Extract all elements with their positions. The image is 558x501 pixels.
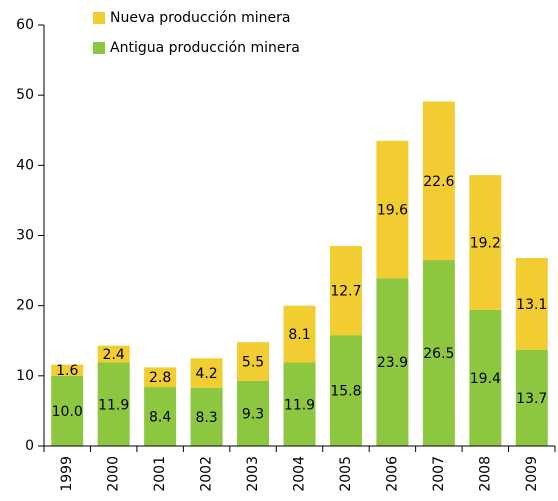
bar-segment: [422, 260, 455, 446]
bar-segment: [515, 257, 548, 350]
data-label: 1.6: [56, 363, 78, 379]
bar-segment: [190, 387, 223, 446]
bar-segment: [237, 342, 270, 381]
data-label: 22.6: [423, 174, 454, 190]
bar-segment: [515, 349, 548, 446]
bar-segment: [97, 345, 130, 363]
legend-swatch: [93, 42, 105, 54]
bar-segment: [469, 175, 502, 310]
x-tick-label: 2000: [106, 456, 122, 492]
data-label: 19.4: [470, 371, 501, 387]
data-label: 13.7: [516, 391, 547, 407]
y-tick-label: 60: [16, 17, 34, 33]
legend-label: Nueva producción minera: [110, 10, 290, 26]
y-tick-label: 50: [16, 87, 34, 103]
y-tick-label: 10: [16, 368, 34, 384]
legend-swatch: [93, 12, 105, 24]
x-tick-label: 2004: [292, 456, 308, 492]
bar-segment: [51, 375, 84, 446]
bar-segment: [237, 380, 270, 446]
data-label: 26.5: [423, 346, 454, 362]
y-tick-label: 40: [16, 157, 34, 173]
bar-segment: [329, 246, 362, 336]
data-label: 2.4: [103, 347, 125, 363]
bar-segment: [469, 309, 502, 446]
x-tick-label: 2001: [152, 456, 168, 492]
bar-segment: [422, 101, 455, 261]
data-label: 11.9: [98, 397, 129, 413]
data-label: 15.8: [330, 384, 361, 400]
bar-segment: [283, 305, 316, 363]
bar-segment: [376, 140, 409, 279]
legend-label: Antigua producción minera: [110, 40, 300, 56]
y-tick-label: 20: [16, 298, 34, 314]
x-tick-label: 2003: [245, 456, 261, 492]
data-label: 8.1: [288, 327, 310, 343]
x-tick-label: 2009: [524, 456, 540, 492]
data-label: 4.2: [195, 366, 217, 382]
x-tick-label: 2008: [477, 456, 493, 492]
data-label: 10.0: [52, 404, 83, 420]
data-label: 8.4: [149, 410, 171, 426]
data-label: 5.5: [242, 354, 264, 370]
x-tick-label: 2005: [338, 456, 354, 492]
data-label: 13.1: [516, 297, 547, 313]
data-label: 9.3: [242, 406, 264, 422]
bar-segment: [144, 387, 177, 446]
data-label: 8.3: [195, 410, 217, 426]
bar-segment: [97, 362, 130, 446]
data-label: 2.8: [149, 370, 171, 386]
x-tick-label: 1999: [59, 456, 75, 492]
x-tick-label: 2007: [431, 456, 447, 492]
bar-segment: [51, 364, 84, 376]
x-tick-label: 2002: [199, 456, 215, 492]
y-tick-label: 0: [25, 438, 34, 454]
data-label: 23.9: [377, 355, 408, 371]
bar-segment: [376, 278, 409, 446]
bar-segment: [190, 358, 223, 388]
data-label: 12.7: [330, 284, 361, 300]
bar-segment: [283, 362, 316, 446]
bar-segment: [144, 367, 177, 388]
x-tick-label: 2006: [384, 456, 400, 492]
data-label: 19.6: [377, 203, 408, 219]
bar-segment: [329, 335, 362, 446]
data-label: 19.2: [470, 236, 501, 252]
data-label: 11.9: [284, 397, 315, 413]
y-tick-label: 30: [16, 228, 34, 244]
